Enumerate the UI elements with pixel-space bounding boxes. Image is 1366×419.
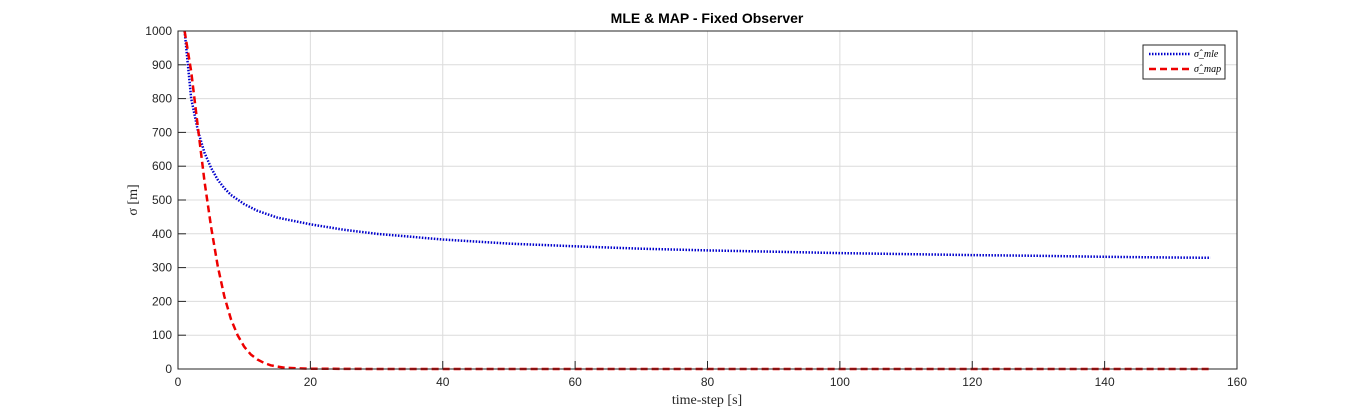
x-tick-label: 120: [962, 375, 982, 389]
y-tick-label: 0: [165, 362, 172, 376]
y-tick-label: 100: [152, 328, 172, 342]
y-tick-label: 400: [152, 227, 172, 241]
y-tick-label: 300: [152, 261, 172, 275]
x-tick-label: 140: [1095, 375, 1115, 389]
y-tick-label: 200: [152, 294, 172, 308]
legend-label-map: σ̂_map: [1194, 64, 1221, 75]
y-tick-label: 1000: [145, 24, 172, 38]
legend-label-mle: σ̂_mle: [1194, 49, 1219, 60]
legend: σ̂_mle σ̂_map: [1142, 44, 1226, 80]
x-tick-label: 20: [304, 375, 318, 389]
x-tick-label: 80: [701, 375, 715, 389]
chart-title: MLE & MAP - Fixed Observer: [611, 10, 804, 26]
x-tick-label: 160: [1227, 375, 1247, 389]
y-tick-label: 900: [152, 58, 172, 72]
series-line-mle: [183, 30, 1211, 260]
y-tick-label: 600: [152, 159, 172, 173]
legend-box: [1142, 44, 1226, 80]
y-tick-label: 700: [152, 125, 172, 139]
x-tick-label: 40: [436, 375, 450, 389]
x-tick-label: 100: [830, 375, 850, 389]
ticks-layer: [177, 30, 1238, 370]
x-tick-labels: 0 20 40 60 80 100 120 140 160: [175, 375, 1248, 389]
y-axis-label: σ [m]: [126, 184, 141, 215]
x-tick-label: 60: [568, 375, 582, 389]
y-tick-label: 500: [152, 193, 172, 207]
x-tick-label: 0: [175, 375, 182, 389]
y-tick-labels: 0 100 200 300 400 500 600 700 800 900 1000: [145, 24, 172, 376]
y-tick-label: 800: [152, 92, 172, 106]
x-axis-label: time-step [s]: [672, 393, 742, 408]
